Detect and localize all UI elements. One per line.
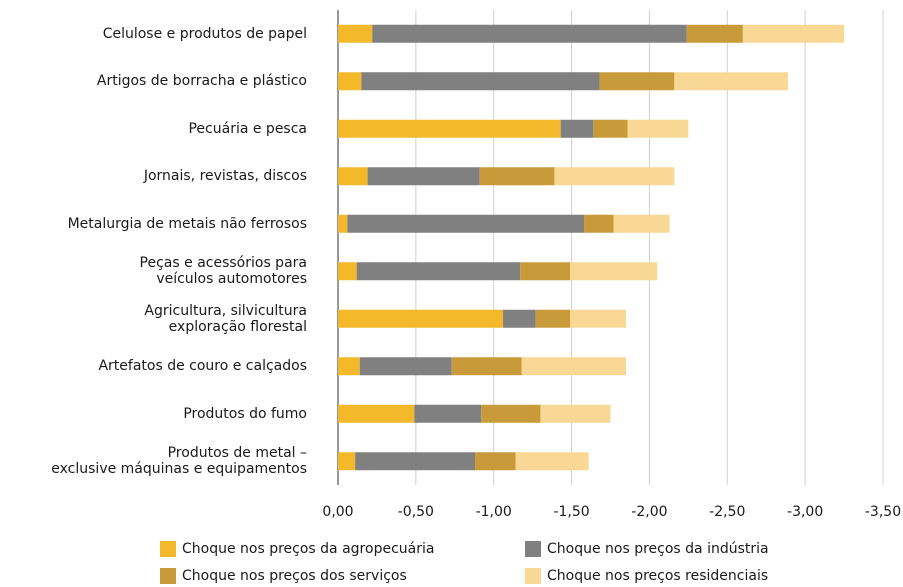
bar-segment — [535, 309, 571, 328]
legend-swatch — [160, 541, 176, 557]
bar-segment — [540, 404, 611, 423]
bar-segment — [674, 72, 789, 91]
x-tick-label: -1,00 — [476, 504, 512, 520]
bar-segment — [338, 214, 348, 233]
x-tick-label: -2,00 — [631, 504, 667, 520]
bar-segment — [367, 167, 480, 186]
x-tick-label: -2,50 — [709, 504, 745, 520]
bar-segment — [338, 24, 373, 43]
bar-segment — [481, 404, 541, 423]
bar-segment — [554, 167, 675, 186]
bar-segment — [338, 72, 362, 91]
bar-segment — [593, 119, 628, 138]
bar-segment — [372, 24, 687, 43]
bar-segment — [361, 72, 600, 91]
bar-segment — [338, 119, 561, 138]
bar-segment — [503, 309, 536, 328]
y-tick-label: Peças e acessórios para veículos automot… — [139, 255, 307, 288]
bar-segment — [479, 167, 555, 186]
bar-segment — [338, 357, 360, 376]
y-tick-label: Artigos de borracha e plástico — [96, 73, 307, 90]
bar-segment — [338, 404, 415, 423]
bar-segment — [338, 262, 357, 281]
bar-segment — [355, 452, 476, 471]
bar-segment — [570, 309, 627, 328]
bar-segment — [359, 357, 452, 376]
legend-swatch — [525, 541, 541, 557]
x-tick-label: -0,50 — [398, 504, 434, 520]
legend-swatch — [525, 568, 541, 584]
bar-segment — [475, 452, 516, 471]
bar-segment — [338, 452, 356, 471]
legend-label: Choque nos preços residenciais — [547, 568, 768, 584]
x-tick-label: -3,50 — [865, 504, 901, 520]
bar-segment — [451, 357, 522, 376]
y-tick-label: Agricultura, silvicultura exploração flo… — [144, 302, 307, 335]
bar-segment — [686, 24, 743, 43]
bar-segment — [627, 119, 689, 138]
bar-segment — [613, 214, 670, 233]
bar-segment — [356, 262, 521, 281]
bar-segment — [584, 214, 614, 233]
bar-segment — [599, 72, 675, 91]
x-tick-label: -3,00 — [787, 504, 823, 520]
y-tick-label: Jornais, revistas, discos — [143, 168, 307, 185]
bar-segment — [338, 167, 368, 186]
legend-label: Choque nos preços da indústria — [547, 541, 769, 557]
bar-segment — [521, 357, 627, 376]
legend-swatch — [160, 568, 176, 584]
bar-segment — [520, 262, 571, 281]
y-tick-label: Celulose e produtos de papel — [102, 25, 307, 42]
bar-segment — [414, 404, 482, 423]
bar-segment — [347, 214, 585, 233]
y-tick-label: Produtos do fumo — [183, 405, 307, 422]
y-tick-label: Produtos de metal – exclusive máquinas e… — [51, 445, 307, 478]
bar-segment — [560, 119, 594, 138]
y-tick-label: Artefatos de couro e calçados — [98, 358, 307, 375]
bar-segment — [742, 24, 845, 43]
y-tick-label: Pecuária e pesca — [188, 120, 307, 137]
legend-label: Choque nos preços dos serviços — [182, 568, 407, 584]
bar-segment — [515, 452, 589, 471]
x-tick-label: 0,00 — [322, 504, 353, 520]
bar-segment — [570, 262, 658, 281]
x-tick-label: -1,50 — [553, 504, 589, 520]
bar-segment — [338, 309, 504, 328]
y-tick-label: Metalurgia de metais não ferrosos — [67, 215, 307, 232]
legend-label: Choque nos preços da agropecuária — [182, 541, 434, 557]
